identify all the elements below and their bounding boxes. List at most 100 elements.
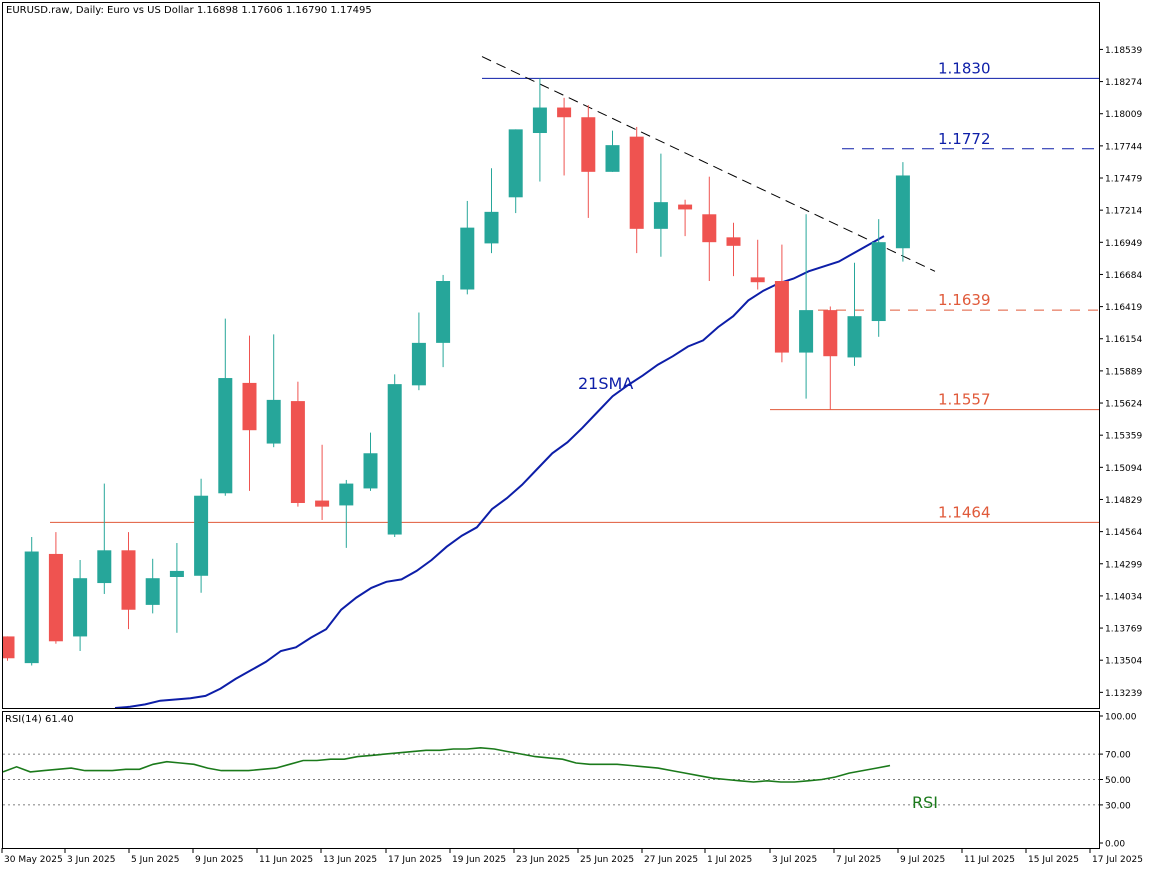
candle <box>363 432 378 491</box>
candle <box>799 214 814 399</box>
candle-body <box>339 483 354 506</box>
candle <box>97 483 112 594</box>
price-tick-label: 1.18274 <box>1105 78 1142 88</box>
candle <box>24 536 39 666</box>
date-tick-label: 15 Jul 2025 <box>1028 855 1079 865</box>
candle-body <box>702 214 717 243</box>
price-tick-label: 1.13504 <box>1105 657 1142 667</box>
price-tick-label: 1.17744 <box>1105 142 1142 152</box>
price-axis: 1.18539 1.18274 1.18009 1.17744 1.17479 1.172… <box>1099 46 1142 699</box>
candle-body <box>678 204 693 210</box>
candle-body <box>460 227 475 290</box>
candle-body <box>774 281 789 353</box>
candle-body <box>605 145 620 172</box>
candle <box>218 318 233 496</box>
price-tick-label: 1.16419 <box>1105 303 1142 313</box>
price-tick-label: 1.16949 <box>1105 239 1142 249</box>
candle-body <box>799 310 814 353</box>
candle-body <box>218 378 233 494</box>
candle-body <box>363 453 378 489</box>
sma21-line <box>114 235 885 709</box>
date-tick-label: 27 Jun 2025 <box>644 855 698 865</box>
time-axis: 30 May 2025 3 Jun 2025 5 Jun 2025 9 Jun 202… <box>1 848 1143 865</box>
price-tick-label: 1.15624 <box>1105 400 1142 410</box>
candle-body <box>24 551 39 664</box>
candle <box>266 334 281 448</box>
rsi-header: RSI(14) 61.40 <box>5 714 74 725</box>
candle-body <box>895 175 910 249</box>
candle <box>48 532 63 644</box>
candle <box>436 274 451 368</box>
horizontal-levels: 1.1830 1.1772 1.1639 1.1557 1.1464 <box>50 59 1099 523</box>
candle-body <box>532 107 547 134</box>
candle <box>750 239 765 290</box>
chart-header-title: EURUSD.raw, Daily: Euro vs US Dollar 1.1… <box>6 5 372 16</box>
candle <box>581 105 596 218</box>
candle <box>484 168 499 254</box>
trendline-group <box>481 56 936 272</box>
price-tick-label: 1.15359 <box>1105 432 1142 442</box>
candle <box>290 381 305 507</box>
candle <box>145 558 160 614</box>
rsi-pane-frame <box>2 711 1100 849</box>
candle-body <box>484 211 499 244</box>
date-tick-label: 3 Jun 2025 <box>67 855 115 865</box>
candle-body <box>145 578 160 605</box>
candle-body <box>97 550 112 584</box>
candle-body <box>266 399 281 444</box>
candle <box>823 306 838 410</box>
candle <box>895 162 910 262</box>
candle-body <box>629 136 644 229</box>
rsi-tick-label: 50.00 <box>1105 776 1131 786</box>
date-tick-label: 25 Jun 2025 <box>580 855 634 865</box>
candle <box>508 129 523 214</box>
date-tick-label: 9 Jul 2025 <box>900 855 945 865</box>
candle <box>726 222 741 277</box>
level-label-1.1772: 1.1772 <box>938 130 991 148</box>
date-tick-label: 3 Jul 2025 <box>772 855 817 865</box>
candle-body <box>73 578 88 637</box>
rsi-tick-label: 100.00 <box>1105 713 1137 723</box>
level-label-1.1557: 1.1557 <box>938 391 991 409</box>
price-tick-label: 1.16684 <box>1105 271 1142 281</box>
candle <box>847 262 862 366</box>
candle <box>460 200 475 295</box>
rsi-tick-label: 70.00 <box>1105 751 1131 761</box>
rsi-tick-label: 30.00 <box>1105 801 1131 811</box>
candle <box>121 532 136 630</box>
price-tick-label: 1.17214 <box>1105 207 1142 217</box>
candle <box>871 219 886 337</box>
candle-body <box>653 202 668 229</box>
price-tick-label: 1.18009 <box>1105 110 1142 120</box>
candle-body <box>436 281 451 343</box>
level-label-1.1639: 1.1639 <box>938 291 991 309</box>
candle-body <box>121 550 136 610</box>
candle-body <box>3 636 15 659</box>
candle-body <box>48 553 63 642</box>
date-tick-label: 13 Jun 2025 <box>323 855 377 865</box>
rsi-label: RSI <box>912 793 938 812</box>
price-tick-label: 1.13239 <box>1105 689 1142 699</box>
rsi-axis: 100.00 70.00 50.00 30.00 0.00 <box>1099 713 1137 850</box>
candle <box>315 444 330 520</box>
candle-body <box>194 495 209 576</box>
rsi-line-group <box>2 746 891 783</box>
sma-line-group <box>114 235 885 709</box>
candle <box>532 78 547 182</box>
candle <box>653 153 668 257</box>
main-pane-frame <box>2 2 1100 709</box>
candles-group <box>3 78 910 666</box>
descending-trendline <box>481 56 936 272</box>
candle-body <box>315 500 330 507</box>
candle-body <box>387 384 402 535</box>
price-tick-label: 1.15889 <box>1105 367 1142 377</box>
candle <box>169 543 184 633</box>
candle <box>557 97 572 176</box>
price-tick-label: 1.16154 <box>1105 335 1142 345</box>
sma-label: 21SMA <box>578 374 633 393</box>
candle-body <box>242 382 257 431</box>
candle <box>629 126 644 254</box>
price-tick-label: 1.18539 <box>1105 46 1142 56</box>
